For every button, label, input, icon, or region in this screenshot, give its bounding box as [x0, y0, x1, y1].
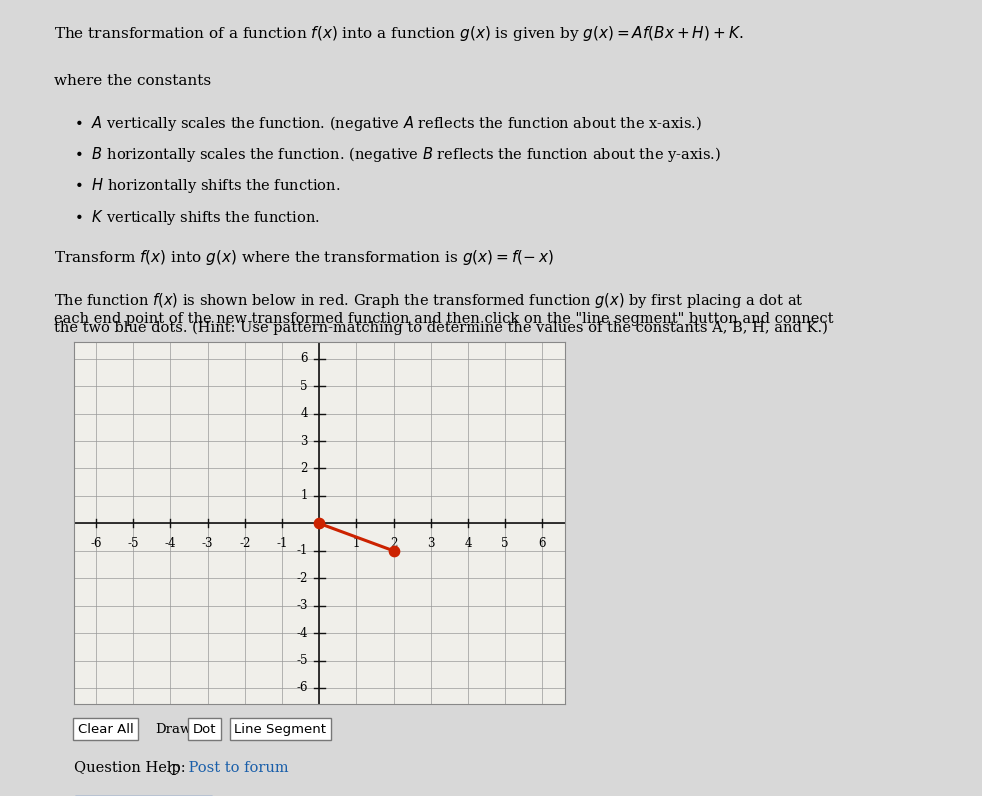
Point [311, 517, 327, 530]
Text: 2: 2 [390, 537, 398, 550]
Text: -2: -2 [297, 572, 308, 585]
Text: 1: 1 [300, 490, 308, 502]
Text: each end point of the new transformed function and then click on the "line segme: each end point of the new transformed fu… [54, 311, 834, 326]
Text: -1: -1 [297, 544, 308, 557]
Text: The function $f(x)$ is shown below in red. Graph the transformed function $g(x)$: The function $f(x)$ is shown below in re… [54, 291, 803, 310]
Text: 4: 4 [464, 537, 471, 550]
Text: Line Segment: Line Segment [235, 723, 326, 736]
Text: 4: 4 [300, 407, 308, 420]
Text: The transformation of a function $f(x)$ into a function $g(x)$ is given by $g(x): The transformation of a function $f(x)$ … [54, 25, 743, 43]
Text: -6: -6 [90, 537, 102, 550]
Text: •  $A$ vertically scales the function. (negative $A$ reflects the function about: • $A$ vertically scales the function. (n… [74, 115, 702, 134]
Text: -4: -4 [297, 626, 308, 640]
Text: 6: 6 [538, 537, 546, 550]
Text: -3: -3 [297, 599, 308, 612]
Text: Clear All: Clear All [78, 723, 134, 736]
Text: 5: 5 [502, 537, 509, 550]
Text: where the constants: where the constants [54, 74, 211, 88]
Text: -2: -2 [239, 537, 250, 550]
Text: •  $K$ vertically shifts the function.: • $K$ vertically shifts the function. [74, 208, 319, 227]
Text: the two blue dots. (Hint: Use pattern-matching to determine the values of the co: the two blue dots. (Hint: Use pattern-ma… [54, 321, 828, 335]
Text: 1: 1 [353, 537, 360, 550]
Text: ○: ○ [167, 761, 179, 775]
Text: Transform $f(x)$ into $g(x)$ where the transformation is $g(x) = f(-\,x)$: Transform $f(x)$ into $g(x)$ where the t… [54, 248, 554, 267]
Text: 6: 6 [300, 353, 308, 365]
Point [386, 544, 402, 557]
Text: -5: -5 [128, 537, 138, 550]
Text: •  $H$ horizontally shifts the function.: • $H$ horizontally shifts the function. [74, 177, 340, 196]
Text: -5: -5 [297, 654, 308, 667]
Text: 2: 2 [300, 462, 308, 475]
Text: -1: -1 [276, 537, 288, 550]
Text: Draw:: Draw: [155, 723, 195, 736]
Text: Question Help:: Question Help: [74, 761, 186, 775]
Text: 5: 5 [300, 380, 308, 392]
Text: -4: -4 [165, 537, 176, 550]
Text: •  $B$ horizontally scales the function. (negative $B$ reflects the function abo: • $B$ horizontally scales the function. … [74, 146, 721, 165]
Text: Post to forum: Post to forum [184, 761, 289, 775]
Text: -3: -3 [202, 537, 213, 550]
Text: 3: 3 [427, 537, 434, 550]
Text: Dot: Dot [192, 723, 216, 736]
Text: 3: 3 [300, 435, 308, 447]
Text: -6: -6 [297, 681, 308, 694]
